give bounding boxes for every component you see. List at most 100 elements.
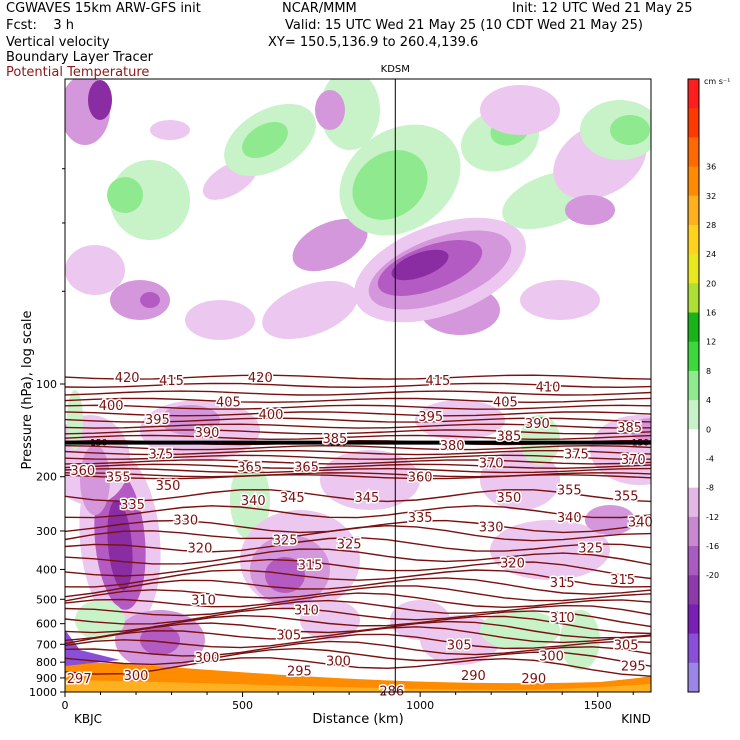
velocity-contour-region bbox=[315, 90, 345, 130]
theta-contour-label: 300 bbox=[326, 654, 351, 669]
velocity-contour-region bbox=[75, 600, 125, 640]
center-label: NCAR/MMM bbox=[282, 1, 357, 16]
theta-contour-label: 340 bbox=[241, 494, 266, 509]
y-tick-label: 700 bbox=[36, 638, 57, 651]
theta-contour-line bbox=[65, 434, 651, 441]
theta-contour-label: 370 bbox=[479, 457, 504, 472]
theta-contour-label: 375 bbox=[148, 447, 173, 462]
colorbar-tick-label: -12 bbox=[706, 513, 719, 522]
field-label-vertical-velocity: Vertical velocity bbox=[6, 35, 110, 50]
velocity-contour-region bbox=[242, 121, 288, 159]
y-tick-label: 400 bbox=[36, 563, 57, 576]
theta-contour-label: 320 bbox=[500, 557, 525, 572]
theta-contour-label: 330 bbox=[479, 520, 504, 535]
colorbar-swatch bbox=[688, 195, 699, 226]
x-tick-label: 1000 bbox=[406, 699, 434, 712]
velocity-contour-region bbox=[520, 415, 560, 465]
theta-contour-label: 385 bbox=[497, 430, 522, 445]
terrain bbox=[65, 680, 651, 692]
theta-contour-label: 300 bbox=[124, 669, 149, 684]
colorbar-tick-label: 32 bbox=[706, 192, 716, 201]
theta-contour-line bbox=[65, 374, 651, 380]
theta-contour-label: 315 bbox=[610, 573, 635, 588]
theta-contour-label: 295 bbox=[621, 659, 646, 674]
theta-contour-label: 420 bbox=[248, 371, 273, 386]
theta-contour-line bbox=[65, 548, 651, 566]
theta-contour-line bbox=[65, 640, 651, 657]
theta-contour-label: 295 bbox=[287, 664, 312, 679]
theta-contour-label: 350 bbox=[156, 479, 181, 494]
colorbar-tick-label: 24 bbox=[706, 250, 716, 259]
theta-contour-line bbox=[65, 607, 651, 628]
theta-contour-label: 290 bbox=[461, 669, 486, 684]
theta-contour-label: 345 bbox=[354, 491, 379, 506]
velocity-contour-region bbox=[160, 405, 220, 435]
theta-contour-line bbox=[65, 467, 651, 474]
colorbar-swatch bbox=[688, 429, 699, 459]
theta-contour-line bbox=[65, 633, 651, 650]
colorbar-tick-label: 36 bbox=[706, 163, 716, 172]
y-tick-label: 800 bbox=[36, 656, 57, 669]
theta-contour-label: 405 bbox=[493, 396, 518, 411]
velocity-contour-region bbox=[230, 460, 270, 540]
theta-contour-line bbox=[65, 404, 651, 410]
velocity-contour-region bbox=[352, 150, 428, 220]
theta-contour-label: 390 bbox=[195, 426, 220, 441]
theta-contour-line bbox=[65, 599, 651, 617]
theta-contour-label: 335 bbox=[408, 511, 433, 526]
theta-contour-label: 330 bbox=[173, 513, 198, 528]
theta-contour-label: 290 bbox=[521, 672, 546, 687]
velocity-contour-region bbox=[520, 280, 600, 320]
theta-contour-line bbox=[65, 558, 651, 580]
y-tick-label: 600 bbox=[36, 618, 57, 631]
theta-contour-label: 375 bbox=[564, 447, 589, 462]
velocity-contour-region bbox=[265, 557, 305, 593]
theta-contour-label: 320 bbox=[188, 542, 213, 557]
theta-contour-line bbox=[65, 429, 651, 435]
velocity-contour-region bbox=[80, 445, 110, 515]
theta-contour-label: 360 bbox=[408, 471, 433, 486]
colorbar-frame bbox=[687, 78, 700, 693]
colorbar-tick-label: 28 bbox=[706, 221, 716, 230]
theta-contour-label: 420 bbox=[115, 371, 140, 386]
colorbar-swatch bbox=[688, 370, 699, 401]
theta-contour-line bbox=[65, 417, 651, 423]
theta-contour-label: 297 bbox=[67, 672, 92, 687]
theta-contour-line bbox=[65, 489, 651, 503]
theta-contour-line bbox=[65, 463, 651, 470]
y-tick-label: 300 bbox=[36, 525, 57, 538]
station-label: KDSM bbox=[381, 64, 410, 75]
forecast-hour: Fcst: 3 h bbox=[6, 18, 75, 33]
plot-frame bbox=[64, 78, 652, 693]
tracer-contour-label: 150 bbox=[632, 439, 649, 449]
theta-contour-label: 355 bbox=[106, 471, 131, 486]
theta-contour-label: 365 bbox=[237, 460, 262, 475]
theta-contour-label: 300 bbox=[539, 649, 564, 664]
colorbar-swatch bbox=[688, 166, 699, 197]
theta-contour-label: 315 bbox=[298, 558, 323, 573]
velocity-contour-region bbox=[88, 80, 112, 120]
theta-contour-label: 390 bbox=[525, 417, 550, 432]
y-tick-label: 100 bbox=[36, 378, 57, 391]
theta-contour-label: 350 bbox=[497, 491, 522, 506]
colorbar-swatch bbox=[688, 546, 699, 576]
theta-contour-label: 340 bbox=[628, 516, 653, 531]
velocity-contour-region bbox=[565, 195, 615, 225]
theta-contour-label: 405 bbox=[216, 396, 241, 411]
theta-contour-label: 400 bbox=[99, 399, 124, 414]
colorbar-swatch bbox=[688, 137, 699, 168]
end-point-label: KIND bbox=[621, 712, 651, 726]
theta-contour-label: 315 bbox=[550, 576, 575, 591]
colorbar-tick-label: 12 bbox=[706, 338, 716, 347]
theta-contour-line bbox=[65, 459, 651, 465]
colorbar-swatch bbox=[688, 633, 699, 664]
theta-contour-line bbox=[65, 450, 651, 456]
theta-contour-label: 310 bbox=[550, 611, 575, 626]
velocity-contour-region bbox=[262, 280, 358, 340]
theta-contour-label: 365 bbox=[294, 460, 319, 475]
theta-contour-line bbox=[65, 592, 651, 609]
velocity-contour-region bbox=[140, 625, 180, 655]
colorbar-tick-label: -4 bbox=[706, 454, 714, 463]
theta-contour-label: 305 bbox=[614, 638, 639, 653]
